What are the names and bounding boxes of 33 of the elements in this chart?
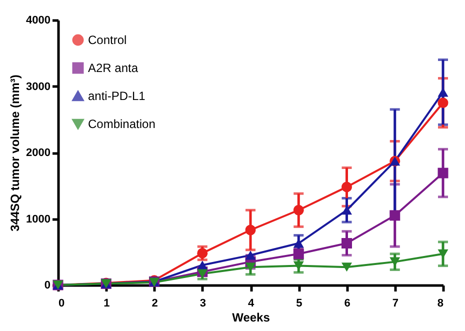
- y-tick-label: 4000: [26, 14, 50, 26]
- x-tick-label: 7: [392, 298, 398, 310]
- y-axis-title: 344SQ tumor volume (mm³): [8, 74, 22, 232]
- y-tick-label: 0: [44, 280, 50, 292]
- point: [342, 262, 352, 272]
- x-tick-label: 0: [58, 298, 65, 310]
- y-tick-label: 3000: [26, 80, 50, 93]
- legend-label: Control: [88, 33, 127, 47]
- x-tick-label: 4: [248, 298, 255, 310]
- x-tick-label: 3: [200, 298, 206, 310]
- legend-label: Combination: [88, 117, 156, 131]
- point: [438, 168, 448, 178]
- point: [342, 182, 352, 192]
- point: [390, 210, 400, 221]
- point: [293, 204, 304, 216]
- point: [438, 98, 448, 108]
- y-tick-label: 1000: [26, 213, 50, 226]
- point: [245, 250, 256, 260]
- x-tick-label: 5: [296, 298, 302, 310]
- point: [197, 248, 208, 258]
- x-axis-title: Weeks: [232, 310, 270, 324]
- point: [197, 260, 208, 270]
- point: [390, 257, 400, 266]
- legend-label: anti-PD-L1: [88, 89, 146, 103]
- y-tick-label: 2000: [26, 147, 50, 159]
- point: [245, 224, 256, 236]
- x-tick-label: 8: [437, 298, 444, 310]
- legend-label: A2R anta: [88, 61, 138, 75]
- x-tick-label: 2: [152, 298, 158, 310]
- x-tick-label: 6: [344, 298, 350, 310]
- point: [342, 238, 352, 249]
- x-tick-label: 1: [104, 298, 110, 310]
- point: [293, 261, 304, 270]
